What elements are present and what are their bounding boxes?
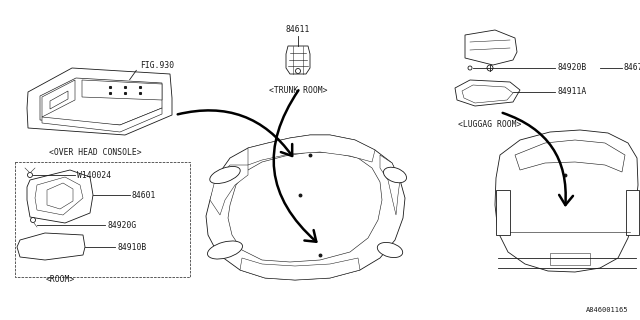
Polygon shape [455,80,520,106]
Ellipse shape [378,243,403,258]
FancyArrowPatch shape [502,113,573,205]
Text: FIG.930: FIG.930 [140,60,174,69]
Text: <LUGGAG ROOM>: <LUGGAG ROOM> [458,120,522,129]
Polygon shape [286,46,310,74]
Text: <TRUNK ROOM>: <TRUNK ROOM> [269,86,327,95]
Polygon shape [42,80,75,117]
Polygon shape [27,170,93,223]
Ellipse shape [383,167,406,183]
Text: 84911A: 84911A [557,87,586,97]
Polygon shape [462,85,513,103]
Polygon shape [210,165,248,215]
Polygon shape [206,135,405,280]
Polygon shape [17,233,85,260]
Polygon shape [465,30,517,65]
Text: 84671: 84671 [624,63,640,73]
Polygon shape [47,183,73,209]
Polygon shape [495,130,638,272]
Text: <ROOM>: <ROOM> [45,275,75,284]
Text: <OVER HEAD CONSOLE>: <OVER HEAD CONSOLE> [49,148,141,157]
Text: A846001165: A846001165 [586,307,628,313]
Polygon shape [248,135,375,165]
Text: 84601: 84601 [132,190,156,199]
Polygon shape [50,91,68,109]
Polygon shape [27,68,172,135]
Circle shape [28,172,33,178]
Polygon shape [82,80,162,100]
Circle shape [296,68,301,74]
Bar [626,190,639,235]
Text: 84920G: 84920G [107,220,136,229]
FancyArrowPatch shape [274,90,316,242]
Polygon shape [228,152,382,262]
Text: 84611: 84611 [286,25,310,34]
Circle shape [31,218,35,222]
Text: 84910B: 84910B [117,243,147,252]
Circle shape [487,65,493,71]
Polygon shape [35,177,83,215]
FancyArrowPatch shape [178,110,292,156]
Bar [15,162,190,277]
Polygon shape [42,108,162,132]
Text: 84920B: 84920B [557,63,586,73]
Bar [496,190,510,235]
Circle shape [468,66,472,70]
Text: W140024: W140024 [77,171,111,180]
Polygon shape [380,155,400,215]
Polygon shape [240,258,360,280]
Ellipse shape [207,241,243,259]
Polygon shape [40,78,162,125]
Bar [550,253,590,265]
Ellipse shape [210,166,240,184]
Polygon shape [515,140,625,172]
